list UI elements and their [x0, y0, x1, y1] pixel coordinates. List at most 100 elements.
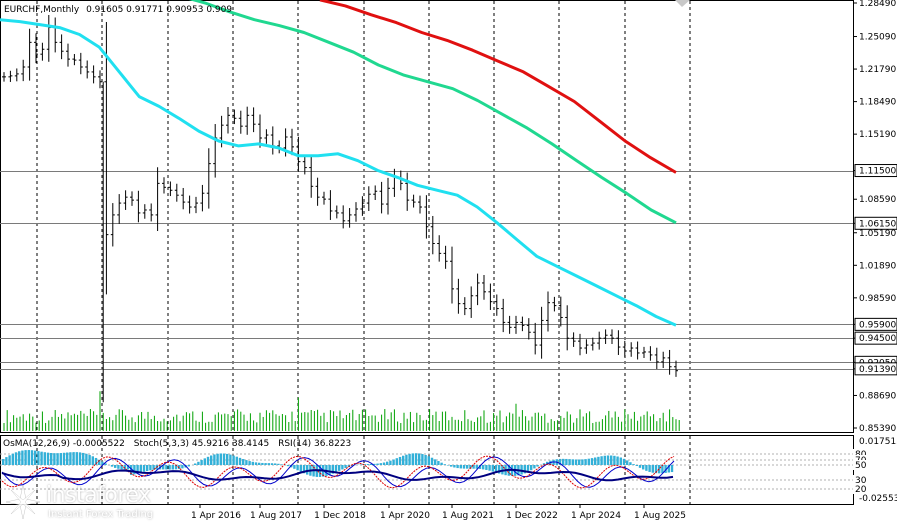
osma-bar-54: [174, 465, 178, 470]
osma-bar-199: [638, 465, 642, 468]
osma-bar-40: [130, 465, 133, 475]
osma-bar-87: [280, 464, 283, 465]
osma-bar-79: [254, 462, 258, 465]
logo-star-icon: [5, 484, 41, 520]
y-tick-label-10: 0.98590: [859, 294, 896, 304]
vertical-grid: [36, 1, 691, 504]
osma-bar-11: [37, 451, 40, 465]
osma-bar-30: [98, 459, 101, 465]
osma-bar-91: [293, 465, 296, 469]
osma-bar-63: [203, 458, 206, 465]
osma-bar-38: [123, 465, 126, 470]
y-tick-label-12: 0.94500: [859, 334, 896, 344]
osma-bar-105: [338, 465, 341, 471]
osma-bar-118: [379, 463, 382, 465]
osma-bar-4: [14, 452, 18, 465]
y-tick-label-7: 1.06150: [859, 219, 896, 229]
osma-bar-18: [59, 453, 62, 465]
y-tick-label-11: 0.95900: [859, 320, 896, 330]
osma-bar-112: [360, 464, 363, 465]
osma-bar-144: [462, 465, 466, 469]
rsi-level-label-20: 20: [855, 485, 867, 495]
osma-bar-125: [402, 455, 405, 465]
osma-bar-184: [590, 458, 594, 465]
osma-bar-140: [450, 465, 453, 467]
rsi-label: RSI(14) 36.8223: [278, 439, 351, 449]
osma-bar-66: [213, 454, 216, 465]
osma-bar-46: [149, 465, 152, 471]
osma-bar-31: [101, 461, 104, 465]
rsi-level-box-80: [853, 449, 867, 459]
osma-bar-17: [56, 453, 59, 465]
osma-bar-186: [597, 456, 600, 465]
logo-name: instaforex: [46, 483, 151, 508]
y-tick-label-5: 1.11500: [859, 167, 896, 177]
osma-bar-209: [670, 465, 674, 473]
osma-bar-37: [120, 465, 123, 470]
osma-bar-163: [523, 465, 526, 474]
osma-bar-121: [389, 460, 392, 465]
moving-averages: [0, 0, 677, 327]
y-tick-label-3: 1.18490: [859, 98, 896, 108]
osma-bar-50: [162, 465, 165, 470]
level-box-5: [854, 164, 897, 178]
x-tick-label-5: 1 Dec 2022: [506, 511, 558, 521]
osma-bar-174: [558, 458, 562, 465]
osma-bar-136: [437, 461, 440, 465]
osma-bar-86: [277, 463, 280, 465]
osma-bar-102: [328, 465, 331, 475]
osma-bar-81: [261, 462, 264, 465]
osma-bar-129: [414, 453, 418, 465]
volume-bars: [3, 391, 680, 431]
osma-bar-29: [94, 457, 98, 465]
osma-bar-103: [331, 465, 334, 474]
horizontal-levels: [0, 171, 853, 370]
osma-bar-94: [302, 465, 306, 474]
ma-red-line: [319, 0, 677, 174]
osma-bar-3: [11, 453, 14, 465]
main-panel-frame: [0, 0, 854, 433]
osma-bar-142: [456, 465, 459, 469]
y-tick-label-1: 1.25090: [859, 33, 896, 43]
ma-cyan-line: [0, 18, 677, 327]
osma-bar-193: [619, 457, 622, 465]
osma-bar-192: [616, 456, 619, 465]
time-axis: 1 Apr 2016 1 Aug 2017 1 Dec 2018 1 Apr 2020…: [191, 504, 686, 521]
osma-bar-12: [40, 451, 43, 465]
osma-bar-197: [632, 464, 635, 465]
osma-bar-123: [395, 458, 398, 465]
osma-bar-106: [341, 465, 344, 470]
osma-bar-36: [117, 465, 120, 469]
price-axis: 1.28490 1.25090 1.21790 1.18490 1.15190 1.115…: [853, 0, 897, 434]
level-box-12: [854, 331, 897, 345]
osma-bar-164: [526, 465, 530, 472]
osma-bar-169: [542, 463, 546, 465]
osma-bar-61: [197, 461, 200, 465]
indicator-header: OsMA(12,26,9) -0.0005522 Stoch(5,3,3) 45…: [3, 439, 351, 449]
osma-bar-85: [274, 463, 277, 465]
rsi-level-box-20: [853, 484, 867, 494]
ind-y-tick-label-1: -0.0255364: [859, 494, 897, 504]
osma-bar-133: [427, 456, 430, 465]
osma-bar-26: [85, 453, 88, 465]
osma-bar-124: [398, 456, 402, 465]
osma-bar-69: [222, 453, 226, 465]
osma-bar-175: [562, 458, 565, 465]
osma-bar-151: [485, 465, 488, 470]
x-tick-label-3: 1 Apr 2020: [380, 511, 430, 521]
shift-marker-icon[interactable]: [675, 0, 690, 7]
osma-bar-182: [584, 459, 587, 465]
osma-bar-122: [392, 459, 395, 465]
y-tick-label-6: 1.08590: [859, 195, 896, 205]
osma-bar-74: [238, 457, 242, 465]
x-tick-label-4: 1 Aug 2021: [442, 511, 494, 521]
osma-bar-181: [581, 459, 584, 465]
osma-bar-68: [219, 453, 222, 465]
osma-bar-51: [165, 465, 168, 470]
osma-bar-128: [411, 453, 414, 465]
osma-bar-126: [405, 454, 408, 465]
osma-bar-104: [334, 465, 338, 473]
osma-bar-82: [264, 463, 267, 465]
osma-bar-71: [229, 454, 232, 465]
